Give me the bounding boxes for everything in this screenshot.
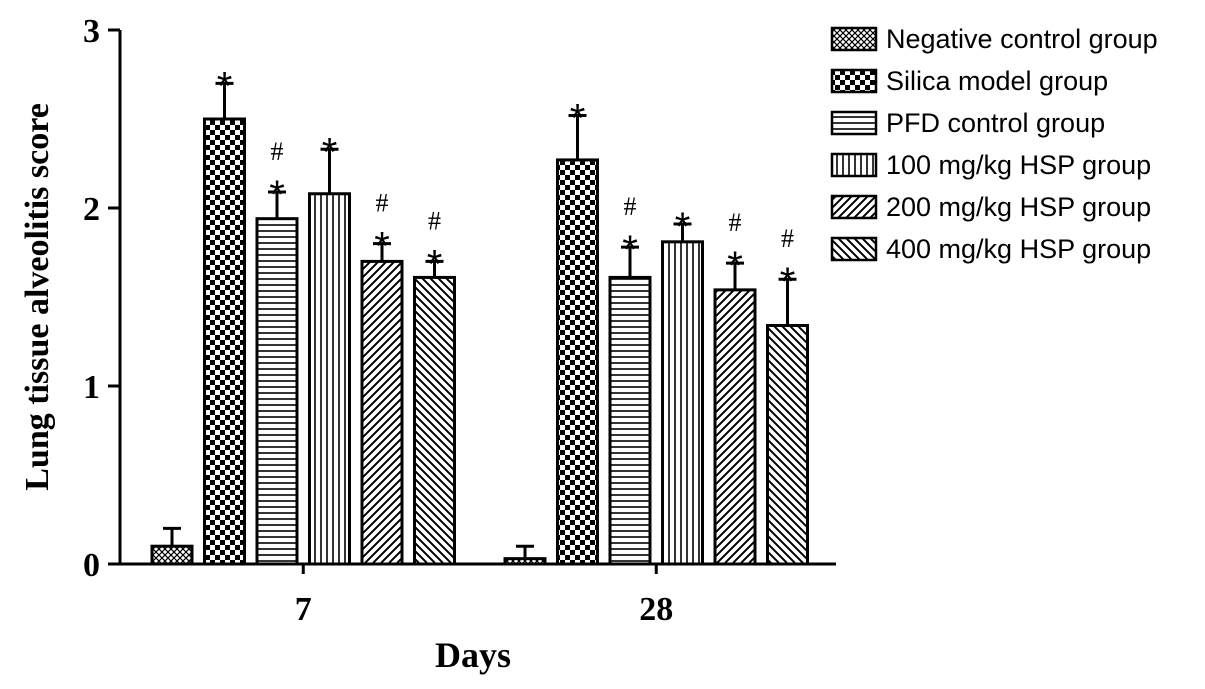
significance-star: * xyxy=(727,244,743,288)
legend-label: Silica model group xyxy=(886,66,1108,96)
x-ticks: 7 28 xyxy=(295,564,673,628)
legend-swatch xyxy=(830,26,878,52)
bar xyxy=(308,192,351,566)
significance-hash: # xyxy=(271,137,284,166)
significance-hash: # xyxy=(781,224,794,253)
legend-item: 100 mg/kg HSP group xyxy=(830,150,1151,180)
significance-hash: # xyxy=(428,206,441,235)
legend-swatch xyxy=(830,236,878,262)
y-tick-label: 1 xyxy=(83,369,100,406)
bar xyxy=(503,557,547,566)
y-tick-label: 0 xyxy=(83,547,100,584)
bars: * * # * * # * # * * # * * # * # xyxy=(150,64,809,566)
significance-hash: # xyxy=(729,208,742,237)
legend-swatch xyxy=(830,110,878,136)
legend-swatch xyxy=(830,194,878,220)
x-axis-label: Days xyxy=(435,635,511,675)
y-tick-label: 3 xyxy=(83,13,100,50)
legend-item: 400 mg/kg HSP group xyxy=(830,234,1151,264)
legend-item: Silica model group xyxy=(830,66,1108,96)
bar xyxy=(661,240,704,566)
significance-hash: # xyxy=(376,189,389,218)
significance-star: * xyxy=(217,64,233,108)
bar xyxy=(413,275,456,566)
significance-star: * xyxy=(427,242,443,286)
legend-label: PFD control group xyxy=(886,108,1105,138)
bar xyxy=(766,323,809,566)
significance-star: * xyxy=(780,260,796,304)
x-tick-label: 7 xyxy=(295,591,312,628)
legend-label: Negative control group xyxy=(886,24,1158,54)
significance-star: * xyxy=(322,130,338,174)
y-axis-label: Lung tissue alveolitis score xyxy=(19,103,56,491)
bar xyxy=(360,259,404,566)
legend: Negative control group Silica model group… xyxy=(830,24,1158,264)
legend-item: 200 mg/kg HSP group xyxy=(830,192,1151,222)
legend-item: Negative control group xyxy=(830,24,1158,54)
x-tick-label: 28 xyxy=(639,591,673,628)
legend-swatch xyxy=(830,152,878,178)
significance-star: * xyxy=(570,96,586,140)
bar xyxy=(150,544,194,566)
bar xyxy=(713,288,757,566)
significance-star: * xyxy=(269,173,285,217)
legend-label: 100 mg/kg HSP group xyxy=(886,150,1151,180)
bar xyxy=(255,217,299,566)
significance-star: * xyxy=(622,228,638,272)
y-tick-label: 2 xyxy=(83,191,100,228)
y-ticks: 0 1 2 3 xyxy=(83,13,120,584)
significance-star: * xyxy=(675,205,691,249)
legend-label: 400 mg/kg HSP group xyxy=(886,234,1151,264)
legend-label: 200 mg/kg HSP group xyxy=(886,192,1151,222)
legend-swatch xyxy=(830,68,878,94)
bar xyxy=(608,275,652,566)
significance-star: * xyxy=(374,225,390,269)
significance-hash: # xyxy=(624,192,637,221)
bar xyxy=(556,158,599,566)
legend-item: PFD control group xyxy=(830,108,1105,138)
bar xyxy=(203,117,246,566)
